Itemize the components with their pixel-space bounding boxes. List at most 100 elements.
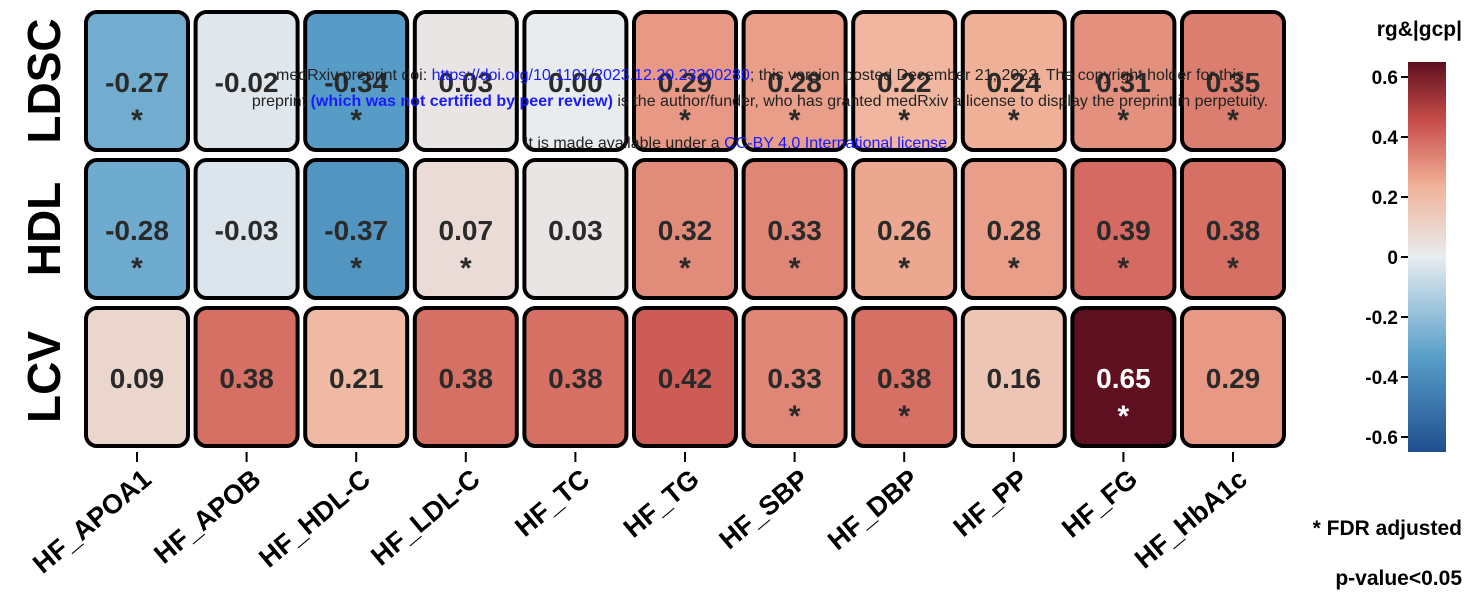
significance-star: * xyxy=(131,252,143,285)
cell-value-label: 0.07 xyxy=(439,215,494,246)
colorbar-tick-label: -0.4 xyxy=(1365,368,1398,389)
heatmap-cell: -0.27 * xyxy=(84,10,190,152)
colorbar-tick-label: -0.6 xyxy=(1365,428,1398,449)
cell-rect xyxy=(193,10,300,152)
watermark-line-3: It is made available under a CC-BY 4.0 I… xyxy=(524,135,956,152)
colorbar-title: rg&|gcp| xyxy=(1377,18,1462,41)
cell-rect xyxy=(193,158,300,300)
cell-rect xyxy=(1070,306,1177,448)
heatmap-cell: 0.35 * xyxy=(1180,10,1286,152)
heatmap-cell: 0.38 xyxy=(522,306,629,448)
cell-value-label: -0.28 xyxy=(105,215,169,246)
heatmap-cell: -0.34 * xyxy=(303,10,410,152)
column-label: HF_HbA1c xyxy=(1129,464,1253,575)
column-label: HF_APOA1 xyxy=(27,464,157,580)
cell-value-label: 0.33 xyxy=(767,363,822,394)
cell-rect xyxy=(412,306,519,448)
cell-rect xyxy=(632,10,738,152)
cell-value-label: 0.29 xyxy=(1206,363,1261,394)
cell-value-label: -0.03 xyxy=(215,215,279,246)
cell-value-label: 0.35 xyxy=(1206,67,1261,98)
cell-value-label: 0.24 xyxy=(987,67,1042,98)
cell-rect xyxy=(741,10,848,152)
row-label: LCV xyxy=(18,331,70,423)
significance-star: * xyxy=(789,400,801,433)
heatmap-cell: 0.21 xyxy=(303,306,410,448)
cell-value-label: 0.33 xyxy=(767,215,822,246)
significance-star: * xyxy=(679,104,691,137)
significance-star: * xyxy=(131,104,143,137)
cell-value-label: 0.38 xyxy=(877,363,932,394)
cell-rect xyxy=(1180,306,1286,448)
significance-star: * xyxy=(1008,252,1020,285)
significance-star: * xyxy=(898,400,910,433)
colorbar-tick-label: -0.2 xyxy=(1365,308,1398,329)
cell-value-label: 0.32 xyxy=(658,215,713,246)
cell-rect xyxy=(960,158,1067,300)
significance-star: * xyxy=(1118,104,1130,137)
significance-star: * xyxy=(898,104,910,137)
heatmap-cell: 0.26 * xyxy=(851,158,958,300)
significance-star: * xyxy=(898,252,910,285)
heatmap-cell: 0.24 * xyxy=(960,10,1067,152)
cell-value-label: 0.31 xyxy=(1096,67,1151,98)
significance-star: * xyxy=(350,252,362,285)
significance-star: * xyxy=(789,104,801,137)
significance-star: * xyxy=(1118,400,1130,433)
note-line-2: p-value<0.05 xyxy=(1335,567,1462,590)
column-label: HF_TC xyxy=(509,464,595,543)
cell-value-label: 0.28 xyxy=(987,215,1042,246)
cell-value-label: 0.22 xyxy=(877,67,932,98)
cell-rect xyxy=(303,158,410,300)
cell-rect xyxy=(1070,158,1177,300)
cell-rect xyxy=(851,158,958,300)
cell-value-label: 0.29 xyxy=(658,67,713,98)
colorbar-tick-label: 0 xyxy=(1387,248,1398,269)
significance-note: * FDR adjusted p-value<0.05 xyxy=(1313,517,1463,590)
significance-star: * xyxy=(1008,104,1020,137)
cell-rect xyxy=(960,306,1067,448)
heatmap-cell: 0.22 * xyxy=(851,10,958,152)
cell-value-label: -0.27 xyxy=(105,67,169,98)
cell-value-label: 0.38 xyxy=(439,363,494,394)
cell-value-label: 0.26 xyxy=(877,215,932,246)
column-label: HF_PP xyxy=(948,464,1034,543)
preprint-watermark: medRxiv preprint doi: https://doi.org/10… xyxy=(252,67,1268,152)
row-labels: LDSC HDL LCV xyxy=(18,18,70,423)
cell-rect xyxy=(960,10,1067,152)
cell-rect xyxy=(632,158,738,300)
cell-rect xyxy=(741,158,848,300)
heatmap-cell: 0.38 xyxy=(193,306,300,448)
heatmap-cell: 0.42 xyxy=(632,306,738,448)
heatmap-cell: 0.29 xyxy=(1180,306,1286,448)
colorbar-tick-label: 0.4 xyxy=(1372,128,1399,149)
significance-star: * xyxy=(350,104,362,137)
cell-rect xyxy=(632,306,738,448)
heatmap-cell: -0.02 xyxy=(193,10,300,152)
cell-rect xyxy=(412,10,519,152)
column-label: HF_SBP xyxy=(714,464,815,555)
cell-value-label: 0.00 xyxy=(548,67,603,98)
significance-star: * xyxy=(460,252,472,285)
heatmap-cell: 0.00 xyxy=(522,10,629,152)
colorbar-gradient xyxy=(1408,62,1446,452)
column-label: HF_TG xyxy=(618,464,705,544)
cell-rect xyxy=(851,10,958,152)
column-label: HF_FG xyxy=(1056,464,1143,544)
cell-rect xyxy=(522,306,629,448)
cell-rect xyxy=(84,10,190,152)
cell-value-label: -0.02 xyxy=(215,67,279,98)
heatmap-cell: 0.03 xyxy=(522,158,629,300)
heatmap-cell: 0.32 * xyxy=(632,158,738,300)
heatmap-cell: 0.29 * xyxy=(632,10,738,152)
cell-value-label: 0.42 xyxy=(658,363,713,394)
heatmap-cell: 0.07 * xyxy=(412,158,519,300)
cell-rect xyxy=(412,158,519,300)
cell-rect xyxy=(522,10,629,152)
significance-star: * xyxy=(679,252,691,285)
heatmap-cell: -0.37 * xyxy=(303,158,410,300)
significance-star: * xyxy=(789,252,801,285)
heatmap-cell: 0.28 * xyxy=(960,158,1067,300)
watermark-line-2: preprint (which was not certified by pee… xyxy=(252,93,1268,110)
cell-value-label: 0.03 xyxy=(548,215,603,246)
